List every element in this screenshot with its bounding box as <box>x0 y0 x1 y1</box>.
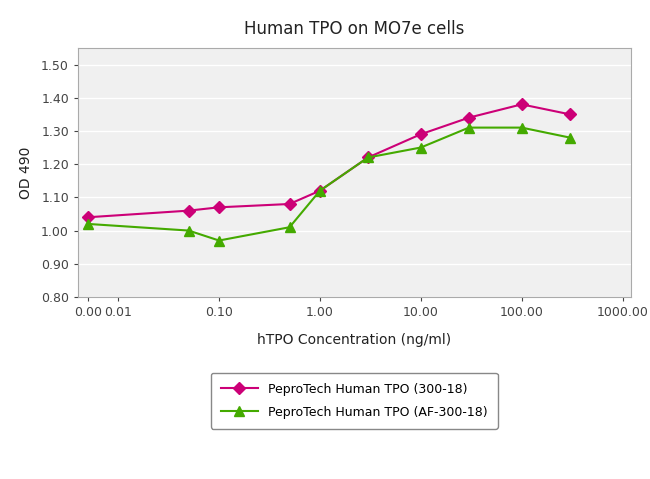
PeproTech Human TPO (300-18) <box>285 201 293 207</box>
PeproTech Human TPO (300-18) <box>518 102 526 107</box>
PeproTech Human TPO (300-18) <box>185 208 192 214</box>
Title: Human TPO on MO7e cells: Human TPO on MO7e cells <box>244 20 465 38</box>
PeproTech Human TPO (AF-300-18) <box>465 125 473 130</box>
Y-axis label: OD 490: OD 490 <box>19 146 32 199</box>
PeproTech Human TPO (300-18) <box>364 155 372 160</box>
PeproTech Human TPO (AF-300-18) <box>316 188 324 194</box>
PeproTech Human TPO (300-18) <box>417 131 424 137</box>
PeproTech Human TPO (AF-300-18) <box>84 221 92 227</box>
PeproTech Human TPO (AF-300-18) <box>566 135 574 140</box>
PeproTech Human TPO (AF-300-18) <box>364 155 372 160</box>
PeproTech Human TPO (300-18) <box>566 112 574 117</box>
PeproTech Human TPO (AF-300-18) <box>417 145 424 150</box>
PeproTech Human TPO (AF-300-18) <box>215 238 223 243</box>
Line: PeproTech Human TPO (AF-300-18): PeproTech Human TPO (AF-300-18) <box>83 123 575 245</box>
PeproTech Human TPO (300-18) <box>316 188 324 194</box>
PeproTech Human TPO (300-18) <box>84 215 92 220</box>
PeproTech Human TPO (AF-300-18) <box>185 228 192 233</box>
X-axis label: hTPO Concentration (ng/ml): hTPO Concentration (ng/ml) <box>257 333 451 347</box>
Line: PeproTech Human TPO (300-18): PeproTech Human TPO (300-18) <box>84 100 574 221</box>
PeproTech Human TPO (AF-300-18) <box>285 224 293 230</box>
PeproTech Human TPO (300-18) <box>215 205 223 210</box>
PeproTech Human TPO (300-18) <box>465 115 473 121</box>
PeproTech Human TPO (AF-300-18) <box>518 125 526 130</box>
Legend: PeproTech Human TPO (300-18), PeproTech Human TPO (AF-300-18): PeproTech Human TPO (300-18), PeproTech … <box>211 373 498 429</box>
